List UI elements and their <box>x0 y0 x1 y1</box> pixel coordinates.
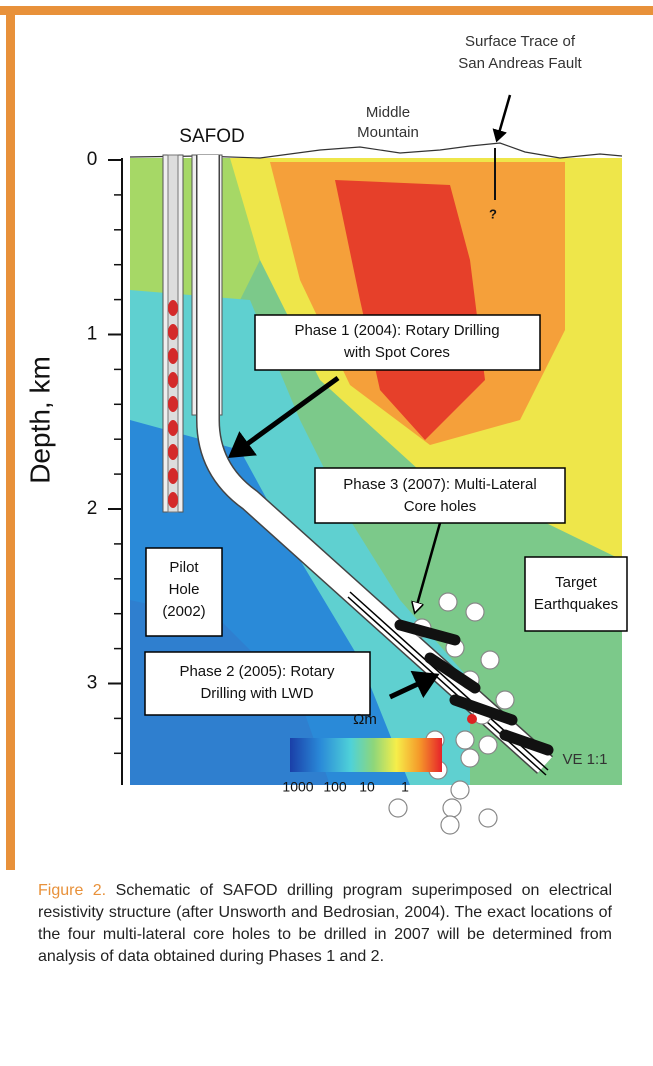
caption: Figure 2. Schematic of SAFOD drilling pr… <box>38 880 612 968</box>
quake <box>479 736 497 754</box>
phase1-line: with Spot Cores <box>343 344 450 361</box>
border-left <box>6 6 15 870</box>
y_label: Depth, km <box>24 356 55 484</box>
ve: VE 1:1 <box>562 751 607 768</box>
core <box>168 492 178 508</box>
colorbar-label: 100 <box>323 779 347 795</box>
caption-text: Schematic of SAFOD drilling program supe… <box>38 882 612 965</box>
quake <box>456 731 474 749</box>
caption-label: Figure 2. <box>38 882 106 899</box>
quake <box>466 603 484 621</box>
quake <box>451 781 469 799</box>
pilot-hole <box>163 155 183 512</box>
core <box>168 324 178 340</box>
phase2-line: Drilling with LWD <box>200 685 313 702</box>
surface_trace-line: San Andreas Fault <box>458 55 582 72</box>
core <box>168 348 178 364</box>
pilot-line: Pilot <box>169 559 199 576</box>
surface_trace-line: Surface Trace of <box>465 33 576 50</box>
quake <box>481 651 499 669</box>
quake <box>479 809 497 827</box>
phase3-line: Core holes <box>404 498 477 515</box>
depth-tick-label: 2 <box>87 498 98 519</box>
colorbar-label: 10 <box>359 779 375 795</box>
quake-hit <box>467 714 477 724</box>
quake <box>496 691 514 709</box>
core <box>168 420 178 436</box>
quake <box>389 799 407 817</box>
middle_mountain-line: Middle <box>366 104 410 121</box>
core <box>168 468 178 484</box>
quake <box>443 799 461 817</box>
target-line: Target <box>555 574 598 591</box>
phase3-line: Phase 3 (2007): Multi-Lateral <box>343 476 536 493</box>
phase2-line: Phase 2 (2005): Rotary <box>179 663 335 680</box>
core <box>168 444 178 460</box>
core <box>168 372 178 388</box>
depth-tick-label: 3 <box>87 673 98 694</box>
core <box>168 300 178 316</box>
quake <box>439 593 457 611</box>
pilot-line: (2002) <box>162 603 205 620</box>
border-top <box>0 6 653 15</box>
colorbar-label: 1000 <box>282 779 313 795</box>
phase1-line: Phase 1 (2004): Rotary Drilling <box>294 322 499 339</box>
colorbar <box>290 738 442 772</box>
middle_mountain-line: Mountain <box>357 124 419 141</box>
pilot-line: Hole <box>169 581 200 598</box>
quake <box>461 749 479 767</box>
depth-tick-label: 0 <box>87 149 98 170</box>
quake <box>441 816 459 834</box>
safod: SAFOD <box>179 126 244 147</box>
figure: SAFOD Middle Mountain Surface Trace of San A… <box>0 0 653 870</box>
fault-arrow <box>497 95 510 140</box>
minor-ticks <box>114 160 122 753</box>
unit: Ωm <box>353 711 377 728</box>
depth-tick-label: 1 <box>87 324 98 345</box>
colorbar-label: 1 <box>401 779 409 795</box>
question: ? <box>489 206 497 221</box>
page: SAFOD Middle Mountain Surface Trace of San A… <box>0 0 653 1066</box>
core <box>168 396 178 412</box>
target-line: Earthquakes <box>534 596 618 613</box>
